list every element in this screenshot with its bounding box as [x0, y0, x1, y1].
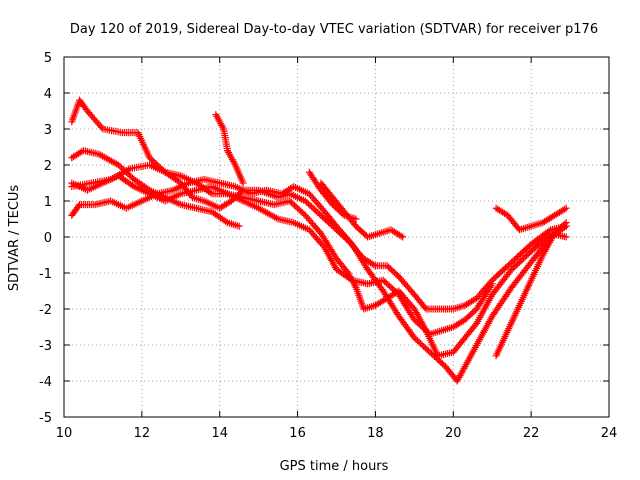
y-tick-label: -1	[39, 267, 52, 282]
y-tick-label: -5	[39, 411, 52, 426]
data-point	[235, 222, 243, 230]
data-point	[74, 202, 82, 210]
data-point	[399, 233, 407, 241]
data-point	[421, 303, 429, 311]
data-point	[300, 210, 308, 218]
series-pass-10	[492, 219, 570, 360]
data-point	[488, 280, 496, 288]
chart-title: Day 120 of 2019, Sidereal Day-to-day VTE…	[70, 22, 598, 37]
x-tick-label: 22	[523, 426, 540, 441]
data-point	[98, 123, 106, 131]
y-tick-label: 3	[44, 123, 52, 138]
series-pass-4	[68, 161, 496, 338]
data-point	[352, 215, 360, 223]
data-point	[128, 181, 136, 189]
data-point	[206, 189, 214, 197]
y-tick-label: 0	[44, 231, 52, 246]
data-point	[346, 275, 354, 283]
x-tick-label: 14	[211, 426, 228, 441]
x-tick-label: 12	[134, 426, 151, 441]
data-point	[471, 321, 479, 329]
series-pass-6	[212, 111, 247, 187]
y-tick-label: 4	[44, 87, 52, 102]
data-point	[562, 204, 570, 212]
y-axis-label: SDTVAR / TECUs	[7, 185, 22, 292]
x-tick-label: 16	[289, 426, 306, 441]
data-point	[562, 219, 570, 227]
grid	[64, 57, 609, 417]
data-point	[222, 217, 230, 225]
data-point	[397, 232, 405, 240]
x-tick-label: 20	[445, 426, 462, 441]
x-tick-label: 10	[56, 426, 73, 441]
x-tick-label: 18	[367, 426, 384, 441]
y-tick-label: 2	[44, 159, 52, 174]
series-pass-8	[317, 179, 407, 241]
y-tick-label: -4	[39, 375, 52, 390]
y-tick-label: -2	[39, 303, 52, 318]
x-tick-labels: 10 12 14 16 18 20 22 24	[56, 426, 618, 441]
series-pass-9	[492, 204, 570, 234]
x-tick-label: 24	[601, 426, 618, 441]
data-series	[68, 96, 570, 385]
data-point	[561, 220, 569, 228]
data-point	[562, 233, 570, 241]
data-point	[370, 261, 378, 269]
data-point	[561, 205, 569, 213]
y-tick-labels: 5 4 3 2 1 0 -1 -2 -3 -4 -5	[39, 51, 52, 426]
x-axis-label: GPS time / hours	[280, 459, 389, 474]
y-tick-label: 1	[44, 195, 52, 210]
y-tick-label: -3	[39, 339, 52, 354]
data-point	[239, 179, 247, 187]
y-tick-label: 5	[44, 51, 52, 66]
axis-ticks	[63, 56, 610, 418]
